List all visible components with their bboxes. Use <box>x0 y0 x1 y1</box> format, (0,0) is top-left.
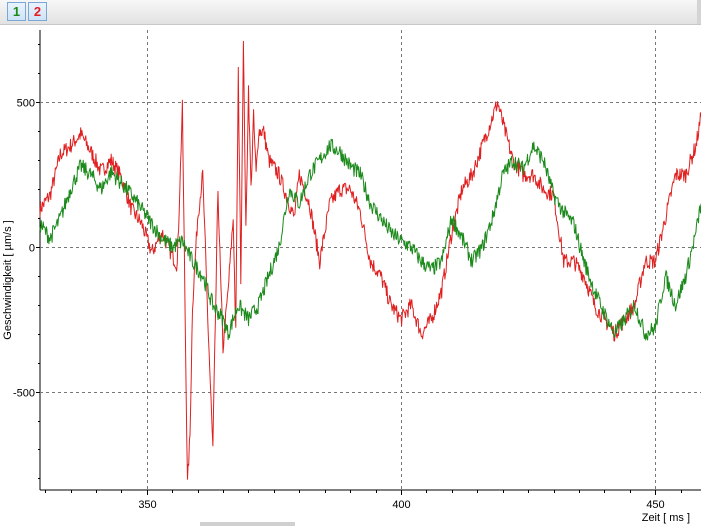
chart-toolbar: 1 2 <box>0 0 701 25</box>
y-tick-label: -500 <box>13 388 35 400</box>
x-tick-label: 400 <box>392 499 410 511</box>
series-line-2 <box>39 138 701 341</box>
channel-1-button[interactable]: 1 <box>7 2 26 21</box>
y-axis-label: Geschwindigkeit [ µm/s ] <box>2 220 14 339</box>
x-axis-label: Zeit [ ms ] <box>642 512 690 524</box>
series-line-1 <box>39 40 701 480</box>
y-tick-label: 500 <box>17 98 35 110</box>
x-tick-label: 350 <box>138 499 156 511</box>
toolbar-edge <box>697 0 701 24</box>
x-tick-label: 450 <box>646 499 664 511</box>
channel-2-button[interactable]: 2 <box>28 2 47 21</box>
horizontal-scrollbar-thumb[interactable] <box>200 522 295 526</box>
y-tick-label: 0 <box>29 243 35 255</box>
